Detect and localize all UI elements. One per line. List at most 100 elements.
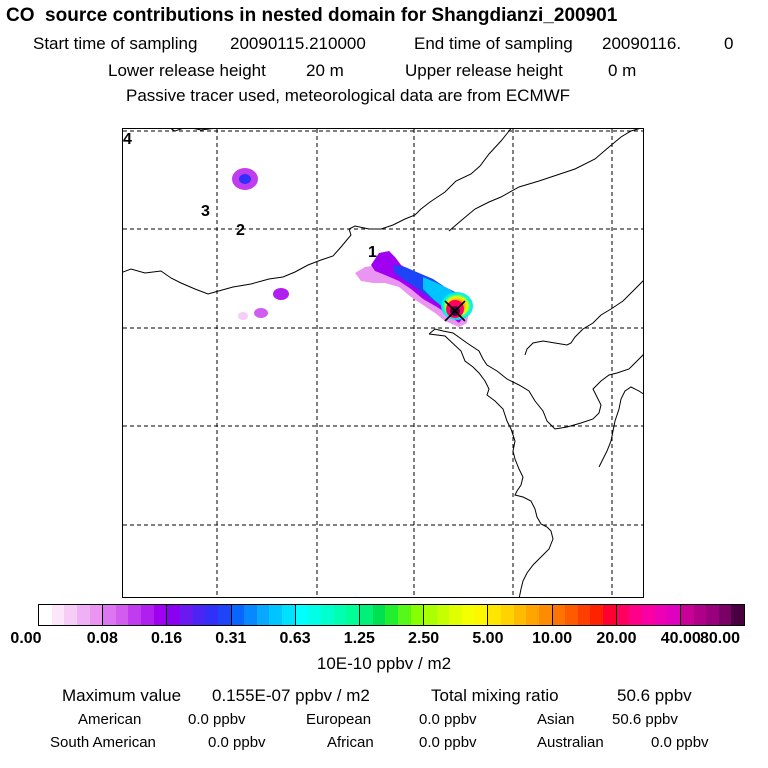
end-time-value: 20090116. bbox=[602, 34, 682, 53]
colorbar-swatch bbox=[76, 605, 90, 625]
max-value-label: Maximum value bbox=[62, 686, 182, 705]
colorbar-segment bbox=[39, 605, 104, 625]
colorbar-swatch bbox=[180, 605, 193, 625]
release-label-4: 4 bbox=[123, 131, 132, 148]
colorbar-swatch bbox=[410, 605, 424, 625]
source-value-american: 0.0 ppbv bbox=[188, 711, 246, 728]
coastlines bbox=[123, 129, 643, 597]
colorbar-swatch bbox=[538, 605, 552, 625]
colorbar-swatch bbox=[128, 605, 142, 625]
colorbar-tick-label: 0.00 bbox=[10, 630, 42, 647]
source-name-asian: Asian bbox=[537, 711, 575, 728]
colorbar-swatch bbox=[718, 605, 732, 625]
colorbar-swatch bbox=[115, 605, 129, 625]
colorbar-swatch bbox=[167, 605, 181, 625]
map-panel: 4 3 2 1 bbox=[122, 128, 644, 598]
colorbar-swatch bbox=[590, 605, 604, 625]
lower-release-label: Lower release height bbox=[108, 61, 266, 80]
colorbar-swatch bbox=[103, 605, 116, 625]
release-label-3: 3 bbox=[201, 203, 210, 220]
colorbar-swatch bbox=[474, 605, 488, 625]
colorbar-swatch bbox=[346, 605, 359, 625]
colorbar-tick-label: 1.25 bbox=[343, 630, 375, 647]
source-value-asian: 50.6 ppbv bbox=[612, 711, 678, 728]
colorbar bbox=[38, 604, 745, 626]
colorbar-swatch bbox=[39, 605, 52, 625]
colorbar-swatch bbox=[308, 605, 322, 625]
total-mixing-label: Total mixing ratio bbox=[431, 686, 559, 705]
colorbar-segment bbox=[488, 605, 553, 625]
start-time-label: Start time of sampling bbox=[33, 34, 198, 53]
colorbar-swatch bbox=[577, 605, 591, 625]
colorbar-swatch bbox=[51, 605, 65, 625]
start-time-value: 20090115.210000 bbox=[230, 34, 366, 53]
colorbar-segment bbox=[359, 605, 425, 625]
map-title: CO source contributions in nested domain… bbox=[6, 5, 618, 26]
colorbar-tick-label: 80.00 bbox=[699, 630, 741, 647]
colorbar-segment bbox=[103, 605, 168, 625]
colorbar-tick-label: 5.00 bbox=[472, 630, 504, 647]
colorbar-swatch bbox=[488, 605, 501, 625]
colorbar-swatch bbox=[526, 605, 539, 625]
colorbar-swatch bbox=[333, 605, 347, 625]
colorbar-swatch bbox=[269, 605, 283, 625]
colorbar-segment bbox=[424, 605, 489, 625]
colorbar-swatch bbox=[217, 605, 231, 625]
colorbar-swatch bbox=[385, 605, 398, 625]
source-value-australian: 0.0 ppbv bbox=[651, 734, 709, 751]
colorbar-swatch bbox=[244, 605, 257, 625]
colorbar-swatch bbox=[629, 605, 642, 625]
colorbar-swatch bbox=[256, 605, 270, 625]
colorbar-tick-label: 2.50 bbox=[408, 630, 440, 647]
colorbar-swatch bbox=[295, 605, 309, 625]
colorbar-swatch bbox=[359, 605, 373, 625]
colorbar-swatch bbox=[153, 605, 167, 625]
source-name-south-american: South American bbox=[50, 734, 156, 751]
colorbar-swatch bbox=[141, 605, 154, 625]
colorbar-swatch bbox=[706, 605, 719, 625]
colorbar-swatch bbox=[436, 605, 450, 625]
colorbar-tick-label: 40.00 bbox=[660, 630, 701, 647]
colorbar-segment bbox=[552, 605, 617, 625]
receptor-marker bbox=[444, 300, 466, 322]
release-label-1: 1 bbox=[368, 244, 377, 261]
colorbar-swatch bbox=[64, 605, 77, 625]
colorbar-swatch bbox=[89, 605, 103, 625]
source-value-african: 0.0 ppbv bbox=[419, 734, 477, 751]
colorbar-swatch bbox=[552, 605, 566, 625]
colorbar-swatch bbox=[500, 605, 514, 625]
colorbar-swatch bbox=[513, 605, 527, 625]
colorbar-tick-label: 0.31 bbox=[215, 630, 247, 647]
colorbar-segment bbox=[680, 605, 745, 625]
colorbar-swatch bbox=[397, 605, 411, 625]
colorbar-swatch bbox=[693, 605, 707, 625]
concentration-plume bbox=[232, 168, 473, 327]
source-value-south-american: 0.0 ppbv bbox=[208, 734, 266, 751]
total-mixing-value: 50.6 ppbv bbox=[617, 686, 692, 705]
colorbar-swatch bbox=[680, 605, 694, 625]
colorbar-swatch bbox=[654, 605, 668, 625]
colorbar-tick-label: 0.16 bbox=[150, 630, 183, 647]
colorbar-swatch bbox=[231, 605, 245, 625]
source-name-american: American bbox=[78, 711, 142, 728]
colorbar-swatch bbox=[641, 605, 655, 625]
colorbar-swatch bbox=[667, 605, 680, 625]
source-value-european: 0.0 ppbv bbox=[419, 711, 477, 728]
colorbar-segment bbox=[616, 605, 681, 625]
lat-lon-grid bbox=[123, 129, 643, 597]
upper-release-label: Upper release height bbox=[405, 61, 563, 80]
release-label-2: 2 bbox=[236, 222, 245, 239]
end-time-suffix: 0 bbox=[724, 34, 734, 53]
end-time-label: End time of sampling bbox=[414, 34, 573, 53]
source-name-african: African bbox=[327, 734, 374, 751]
colorbar-swatch bbox=[372, 605, 386, 625]
colorbar-swatch bbox=[565, 605, 578, 625]
colorbar-tick-label: 0.63 bbox=[279, 630, 311, 647]
source-name-european: European bbox=[306, 711, 372, 728]
upper-release-value: 0 m bbox=[608, 61, 637, 80]
colorbar-swatch bbox=[205, 605, 218, 625]
colorbar-swatch bbox=[424, 605, 437, 625]
colorbar-swatch bbox=[282, 605, 295, 625]
colorbar-tick-label: 10.00 bbox=[532, 630, 573, 647]
colorbar-swatch bbox=[731, 605, 745, 625]
